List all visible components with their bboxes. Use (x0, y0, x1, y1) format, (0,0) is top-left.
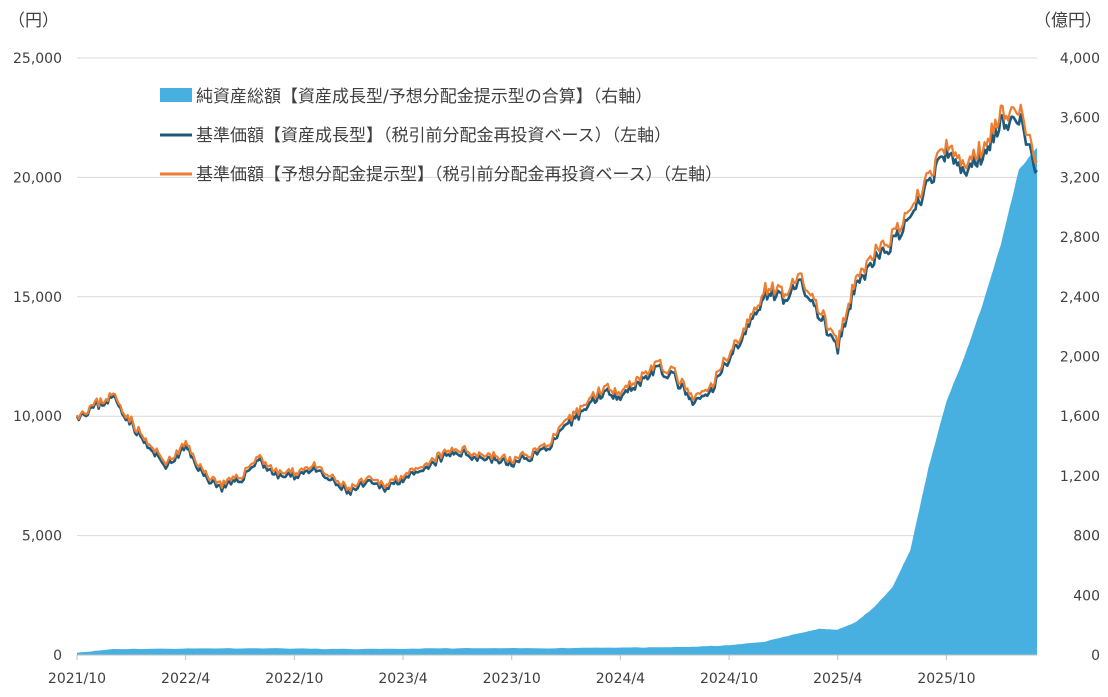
left-tick-label: 25,000 (13, 51, 62, 67)
right-tick-label: 3,600 (1060, 111, 1100, 127)
legend-label-net-assets: 純資産総額【資産成長型/予想分配金提示型の合算】（右軸） (196, 87, 652, 107)
area-series-layer (77, 147, 1037, 655)
legend-label-growth: 基準価額【資産成長型】（税引前分配金再投資ベース）（左軸） (196, 126, 671, 146)
right-tick-label: 2,800 (1060, 230, 1100, 246)
right-tick-label: 1,200 (1060, 469, 1100, 485)
left-tick-label: 5,000 (22, 529, 62, 545)
x-tick-label: 2025/10 (917, 671, 975, 687)
legend-swatch-net-assets (160, 88, 192, 102)
legend-label-distribution: 基準価額【予想分配金提示型】（税引前分配金再投資ベース）（左軸） (196, 165, 722, 185)
left-tick-label: 15,000 (13, 290, 62, 306)
right-tick-label: 3,200 (1060, 170, 1100, 186)
left-tick-label: 20,000 (13, 170, 62, 186)
x-tick-label: 2024/4 (596, 671, 645, 687)
grid-lines (77, 57, 1037, 537)
right-tick-label: 800 (1073, 529, 1100, 545)
line-series-layer (75, 103, 1038, 496)
left-tick-label: 0 (53, 648, 62, 664)
x-tick-label: 2022/4 (161, 671, 210, 687)
right-tick-label: 0 (1091, 648, 1100, 664)
x-tick-label: 2025/4 (813, 671, 862, 687)
x-tick-label: 2022/10 (265, 671, 323, 687)
line-series-growth (75, 113, 1038, 496)
left-tick-label: 10,000 (13, 409, 62, 425)
right-axis-unit: （億円） (1034, 11, 1102, 31)
right-tick-label: 1,600 (1060, 409, 1100, 425)
legend: 純資産総額【資産成長型/予想分配金提示型の合算】（右軸） 基準価額【資産成長型】… (160, 87, 722, 185)
right-tick-label: 4,000 (1060, 51, 1100, 67)
right-tick-label: 2,400 (1060, 290, 1100, 306)
axes: 0 5,000 10,000 15,000 20,000 25,000 0 400 800 1,2… (13, 51, 1100, 687)
line-series-distribution (76, 103, 1038, 493)
right-tick-label: 2,000 (1060, 350, 1100, 366)
x-tick-label: 2023/4 (378, 671, 427, 687)
x-tick-label: 2024/10 (700, 671, 758, 687)
area-series-net-assets (77, 147, 1037, 655)
x-tick-label: 2023/10 (483, 671, 541, 687)
right-tick-label: 400 (1073, 588, 1100, 604)
x-tick-label: 2021/10 (48, 671, 106, 687)
left-axis-unit: （円） (8, 11, 59, 31)
